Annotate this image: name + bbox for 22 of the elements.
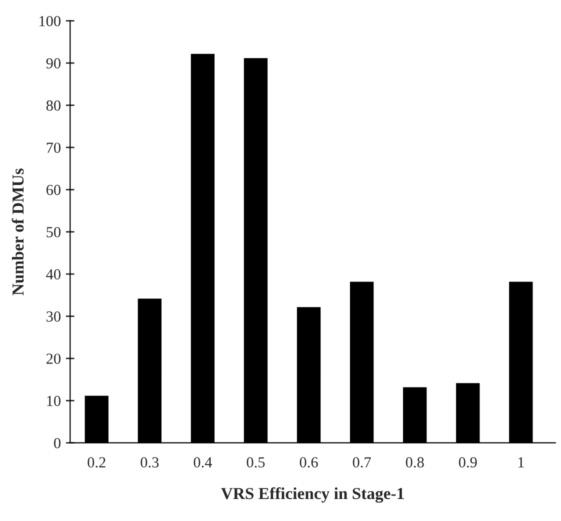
- x-tick-label: 0.7: [352, 457, 371, 468]
- x-tick-label: 0.2: [88, 457, 106, 468]
- y-tick-label: 20: [46, 354, 61, 364]
- x-tick-label: 0.6: [300, 457, 318, 468]
- x-tick-label: 0.3: [140, 457, 159, 468]
- y-axis-title: Number of DMUs: [12, 168, 24, 296]
- x-tick-label: 0.9: [458, 457, 477, 468]
- y-tick-label: 0: [54, 438, 61, 448]
- x-axis-title: VRS Efficiency in Stage-1: [221, 487, 404, 503]
- y-tick-label: 90: [46, 58, 61, 68]
- x-tick-label: 1: [518, 457, 524, 468]
- y-tick-label: 80: [46, 100, 61, 111]
- y-tick-label: 30: [46, 311, 61, 322]
- x-tick-label: 0.5: [246, 457, 265, 468]
- x-tick-label: 0.8: [406, 457, 424, 468]
- y-tick-label: 40: [46, 269, 61, 280]
- y-tick-label: 100: [40, 16, 61, 26]
- y-tick-label: 70: [46, 142, 61, 153]
- y-tick-label: 50: [46, 226, 61, 238]
- y-tick-label: 60: [46, 184, 61, 196]
- y-tick-label: 10: [47, 396, 61, 406]
- x-tick-label: 0.4: [194, 457, 212, 468]
